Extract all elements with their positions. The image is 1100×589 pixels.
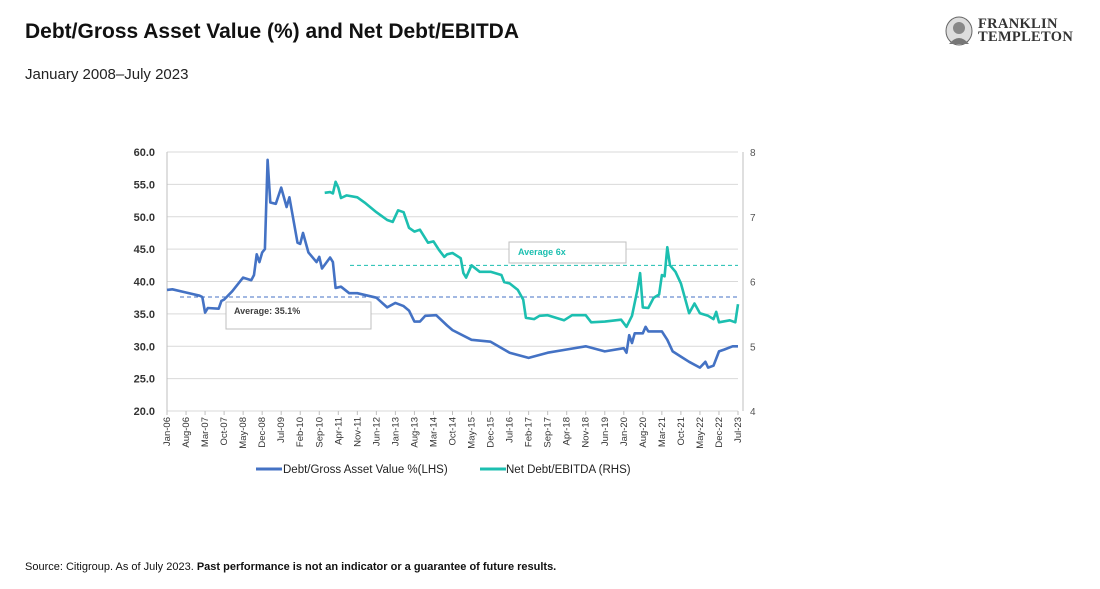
x-tick-label: May-15 <box>467 417 478 449</box>
x-tick-label: Feb-10 <box>295 417 306 447</box>
franklin-portrait-icon <box>945 16 973 46</box>
x-tick-label: Oct-14 <box>448 417 459 446</box>
y-right-tick-label: 6 <box>750 278 756 289</box>
series-net-debt-ebitda-line <box>324 180 740 329</box>
x-tick-label: Jan-06 <box>162 417 173 446</box>
annotation-box-lhs <box>225 301 372 330</box>
y-right-tick-label: 8 <box>750 148 756 159</box>
y-left-tick-label: 55.0 <box>134 179 155 191</box>
y-right-tick-label: 5 <box>750 342 756 353</box>
x-tick-label: Dec-22 <box>714 417 725 448</box>
y-left-tick-label: 40.0 <box>134 277 155 289</box>
x-tick-label: Aug-13 <box>409 417 420 448</box>
x-tick-label: Apr-11 <box>333 417 344 445</box>
y-right-tick-label: 7 <box>750 213 756 224</box>
y-left-tick-label: 25.0 <box>134 374 155 386</box>
y-right-tick-label: 4 <box>750 407 756 418</box>
x-tick-label: Apr-18 <box>562 417 573 446</box>
x-tick-label: May-08 <box>238 417 249 449</box>
x-tick-label: Mar-07 <box>200 417 211 447</box>
y-left-tick-label: 50.0 <box>134 212 155 224</box>
y-left-tick-label: 60.0 <box>134 147 155 159</box>
annotation-label-lhs: Average: 35.1% <box>234 306 300 316</box>
annotation-label-rhs: Average 6x <box>518 247 566 257</box>
x-tick-label: Jan-13 <box>390 417 401 446</box>
x-tick-label: Dec-08 <box>257 417 268 448</box>
legend-label-net-debt-ebitda: Net Debt/EBITDA (RHS) <box>506 464 631 476</box>
x-tick-label: Nov-11 <box>352 417 363 447</box>
x-tick-label: Nov-18 <box>581 417 592 448</box>
y-left-tick-label: 45.0 <box>134 244 155 256</box>
x-tick-label: Jun-19 <box>600 417 611 446</box>
y-left-tick-label: 30.0 <box>134 341 155 353</box>
page-subtitle: January 2008–July 2023 <box>25 66 189 83</box>
page-title: Debt/Gross Asset Value (%) and Net Debt/… <box>25 20 519 43</box>
x-tick-label: Mar-14 <box>428 417 439 447</box>
x-tick-label: Jul-09 <box>276 417 287 443</box>
series-debt-gav-line <box>166 158 738 369</box>
x-tick-label: Oct-07 <box>219 417 230 446</box>
x-tick-label: Jan-20 <box>619 417 630 446</box>
x-tick-label: Aug-20 <box>638 417 649 448</box>
x-tick-label: Dec-15 <box>486 417 497 448</box>
x-tick-label: Jul-16 <box>505 417 516 443</box>
x-tick-label: Jun-12 <box>371 417 382 446</box>
y-left-tick-label: 20.0 <box>134 406 155 418</box>
franklin-templeton-logo: FRANKLIN TEMPLETON <box>944 16 1073 46</box>
source-note: Source: Citigroup. As of July 2023. Past… <box>25 561 557 573</box>
x-tick-label: Sep-17 <box>543 417 554 448</box>
annotation-box-rhs <box>508 241 627 264</box>
y-left-tick-label: 35.0 <box>134 309 155 321</box>
x-tick-label: Feb-17 <box>524 417 535 447</box>
x-tick-label: Mar-21 <box>657 417 668 447</box>
x-tick-label: Sep-10 <box>314 417 325 448</box>
x-tick-label: Jul-23 <box>733 417 744 443</box>
x-tick-label: Oct-21 <box>676 417 687 446</box>
x-tick-label: Aug-06 <box>181 417 192 448</box>
legend-label-debt-gav: Debt/Gross Asset Value %(LHS) <box>283 464 448 476</box>
x-tick-label: May-22 <box>695 417 706 449</box>
